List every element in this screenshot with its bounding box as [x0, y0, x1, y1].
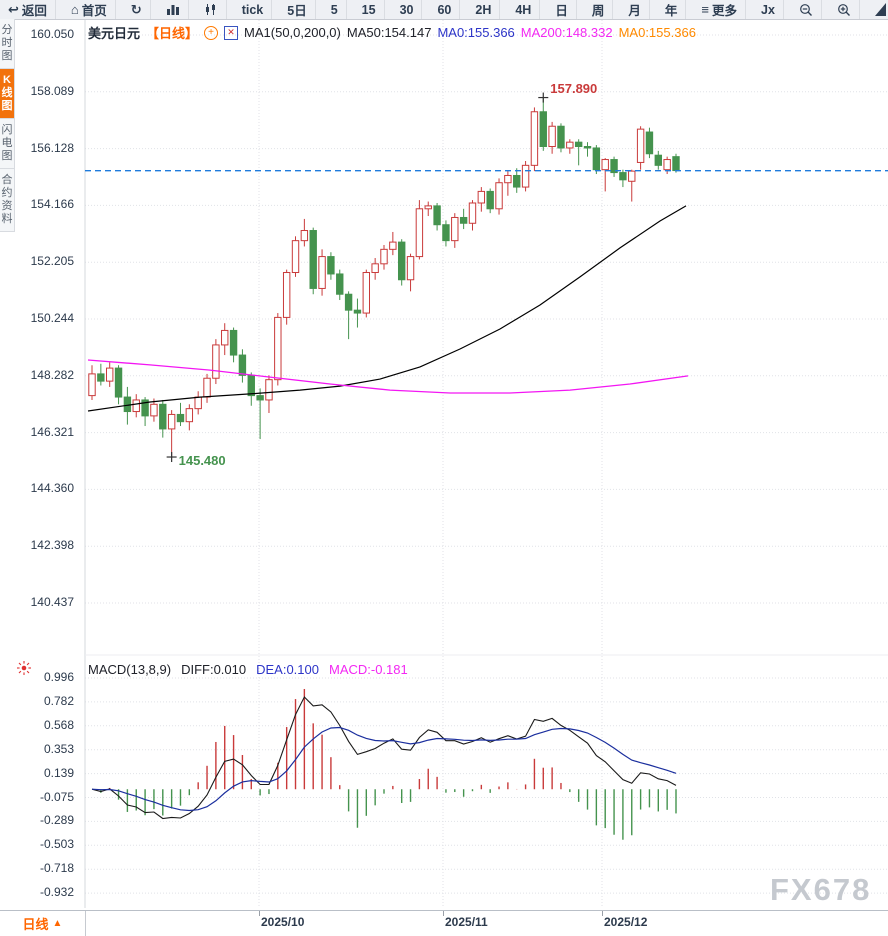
- interval-5d-button[interactable]: 5日: [279, 0, 316, 19]
- interval-week-button[interactable]: 周: [584, 0, 614, 19]
- interval-30m-button[interactable]: 30: [392, 0, 423, 19]
- indicator-settings-icon[interactable]: [16, 660, 32, 681]
- chart-type-sidebar: 分时图 K线图 闪电图 合约资料: [0, 19, 15, 232]
- time-axis-bar: 日线 ▲ 2025/10 2025/11 2025/12: [0, 910, 888, 936]
- x-axis-tick: [443, 911, 444, 916]
- interval-30m-label: 30: [399, 2, 414, 17]
- candlestick-icon: [204, 3, 218, 16]
- fx-label: Jx: [761, 2, 775, 17]
- interval-year-label: 年: [664, 4, 678, 18]
- more-button[interactable]: ≡ 更多: [693, 0, 747, 19]
- interval-2h-button[interactable]: 2H: [467, 0, 501, 19]
- draw-tool-icon: [874, 3, 886, 16]
- top-toolbar: ↩ 返回 ⌂ 首页 ↻ tick 5日 5 15 30 60 2H 4H: [0, 0, 888, 20]
- macd-header: MACD(13,8,9) DIFF:0.010 DEA:0.100 MACD:-…: [88, 662, 408, 677]
- ma200-value: MA200:148.332: [520, 25, 613, 40]
- watermark: FX678: [770, 872, 872, 907]
- sidebar-item-timeshare[interactable]: 分时图: [0, 19, 15, 69]
- period-selector[interactable]: 日线 ▲: [0, 911, 86, 936]
- interval-tick-button[interactable]: tick: [234, 0, 273, 19]
- interval-month-button[interactable]: 月: [620, 0, 650, 19]
- menu-icon: ≡: [701, 2, 709, 17]
- interval-60m-label: 60: [437, 2, 452, 17]
- interval-2h-label: 2H: [475, 2, 492, 17]
- interval-month-label: 月: [628, 4, 641, 18]
- interval-5m-button[interactable]: 5: [323, 0, 347, 19]
- interval-4h-button[interactable]: 4H: [507, 0, 541, 19]
- interval-15m-button[interactable]: 15: [354, 0, 385, 19]
- zoom-in-button[interactable]: [829, 0, 860, 19]
- interval-5d-label: 5日: [287, 4, 307, 18]
- chart-header: 美元日元 【日线】 + ✕ MA1(50,0,200,0) MA50:154.1…: [88, 23, 696, 42]
- line-chart-type-button[interactable]: [158, 0, 189, 19]
- sidebar-item-lightning[interactable]: 闪电图: [0, 119, 15, 169]
- zoom-in-icon: [837, 3, 851, 17]
- interval-year-button[interactable]: 年: [657, 0, 687, 19]
- back-button[interactable]: ↩ 返回: [0, 0, 56, 19]
- x-axis-label: 2025/11: [445, 915, 488, 929]
- triangle-up-icon: ▲: [52, 918, 63, 929]
- x-axis-tick: [259, 911, 260, 916]
- back-label: 返回: [21, 4, 47, 18]
- indicator-box-icon[interactable]: ✕: [224, 25, 239, 40]
- macd-title: MACD(13,8,9): [88, 662, 172, 677]
- interval-4h-label: 4H: [515, 2, 532, 17]
- back-arrow-icon: ↩: [8, 2, 19, 17]
- more-label: 更多: [712, 4, 738, 18]
- candle-chart-type-button[interactable]: [196, 0, 227, 19]
- refresh-button[interactable]: ↻: [123, 0, 151, 19]
- interval-day-button[interactable]: 日: [547, 0, 577, 19]
- home-button[interactable]: ⌂ 首页: [63, 0, 116, 19]
- period-selector-label: 日线: [22, 917, 49, 932]
- macd-macd-value: MACD:-0.181: [328, 662, 408, 677]
- interval-week-label: 周: [591, 4, 605, 18]
- sidebar-item-kline[interactable]: K线图: [0, 69, 15, 119]
- interval-60m-button[interactable]: 60: [429, 0, 461, 19]
- macd-dea-value: DEA:0.100: [256, 662, 319, 677]
- interval-day-label: 日: [555, 4, 568, 18]
- zoom-out-button[interactable]: [791, 0, 822, 19]
- ma-settings-text: MA1(50,0,200,0): [244, 25, 341, 40]
- interval-tick-label: tick: [241, 2, 264, 17]
- ma0-value-blue: MA0:155.366: [437, 25, 515, 40]
- add-indicator-icon[interactable]: +: [204, 25, 219, 40]
- symbol-name: 美元日元: [88, 26, 141, 41]
- x-axis-tick: [602, 911, 603, 916]
- period-tag: 【日线】: [146, 26, 199, 41]
- ma0-value-orange: MA0:155.366: [618, 25, 696, 40]
- ma50-value: MA50:154.147: [346, 25, 432, 40]
- x-axis-label: 2025/12: [604, 915, 648, 929]
- indicator-fx-button[interactable]: Jx: [753, 0, 784, 19]
- interval-5m-label: 5: [330, 2, 338, 17]
- macd-diff-value: DIFF:0.010: [181, 662, 247, 677]
- draw-tool-button[interactable]: [867, 0, 888, 19]
- x-axis-label: 2025/10: [261, 915, 305, 929]
- bar-chart-icon: [166, 3, 180, 16]
- zoom-out-icon: [799, 3, 813, 17]
- home-icon: ⌂: [70, 2, 79, 17]
- home-label: 首页: [81, 4, 107, 18]
- interval-15m-label: 15: [361, 2, 376, 17]
- sidebar-item-contract-info[interactable]: 合约资料: [0, 169, 15, 232]
- refresh-icon: ↻: [130, 2, 142, 17]
